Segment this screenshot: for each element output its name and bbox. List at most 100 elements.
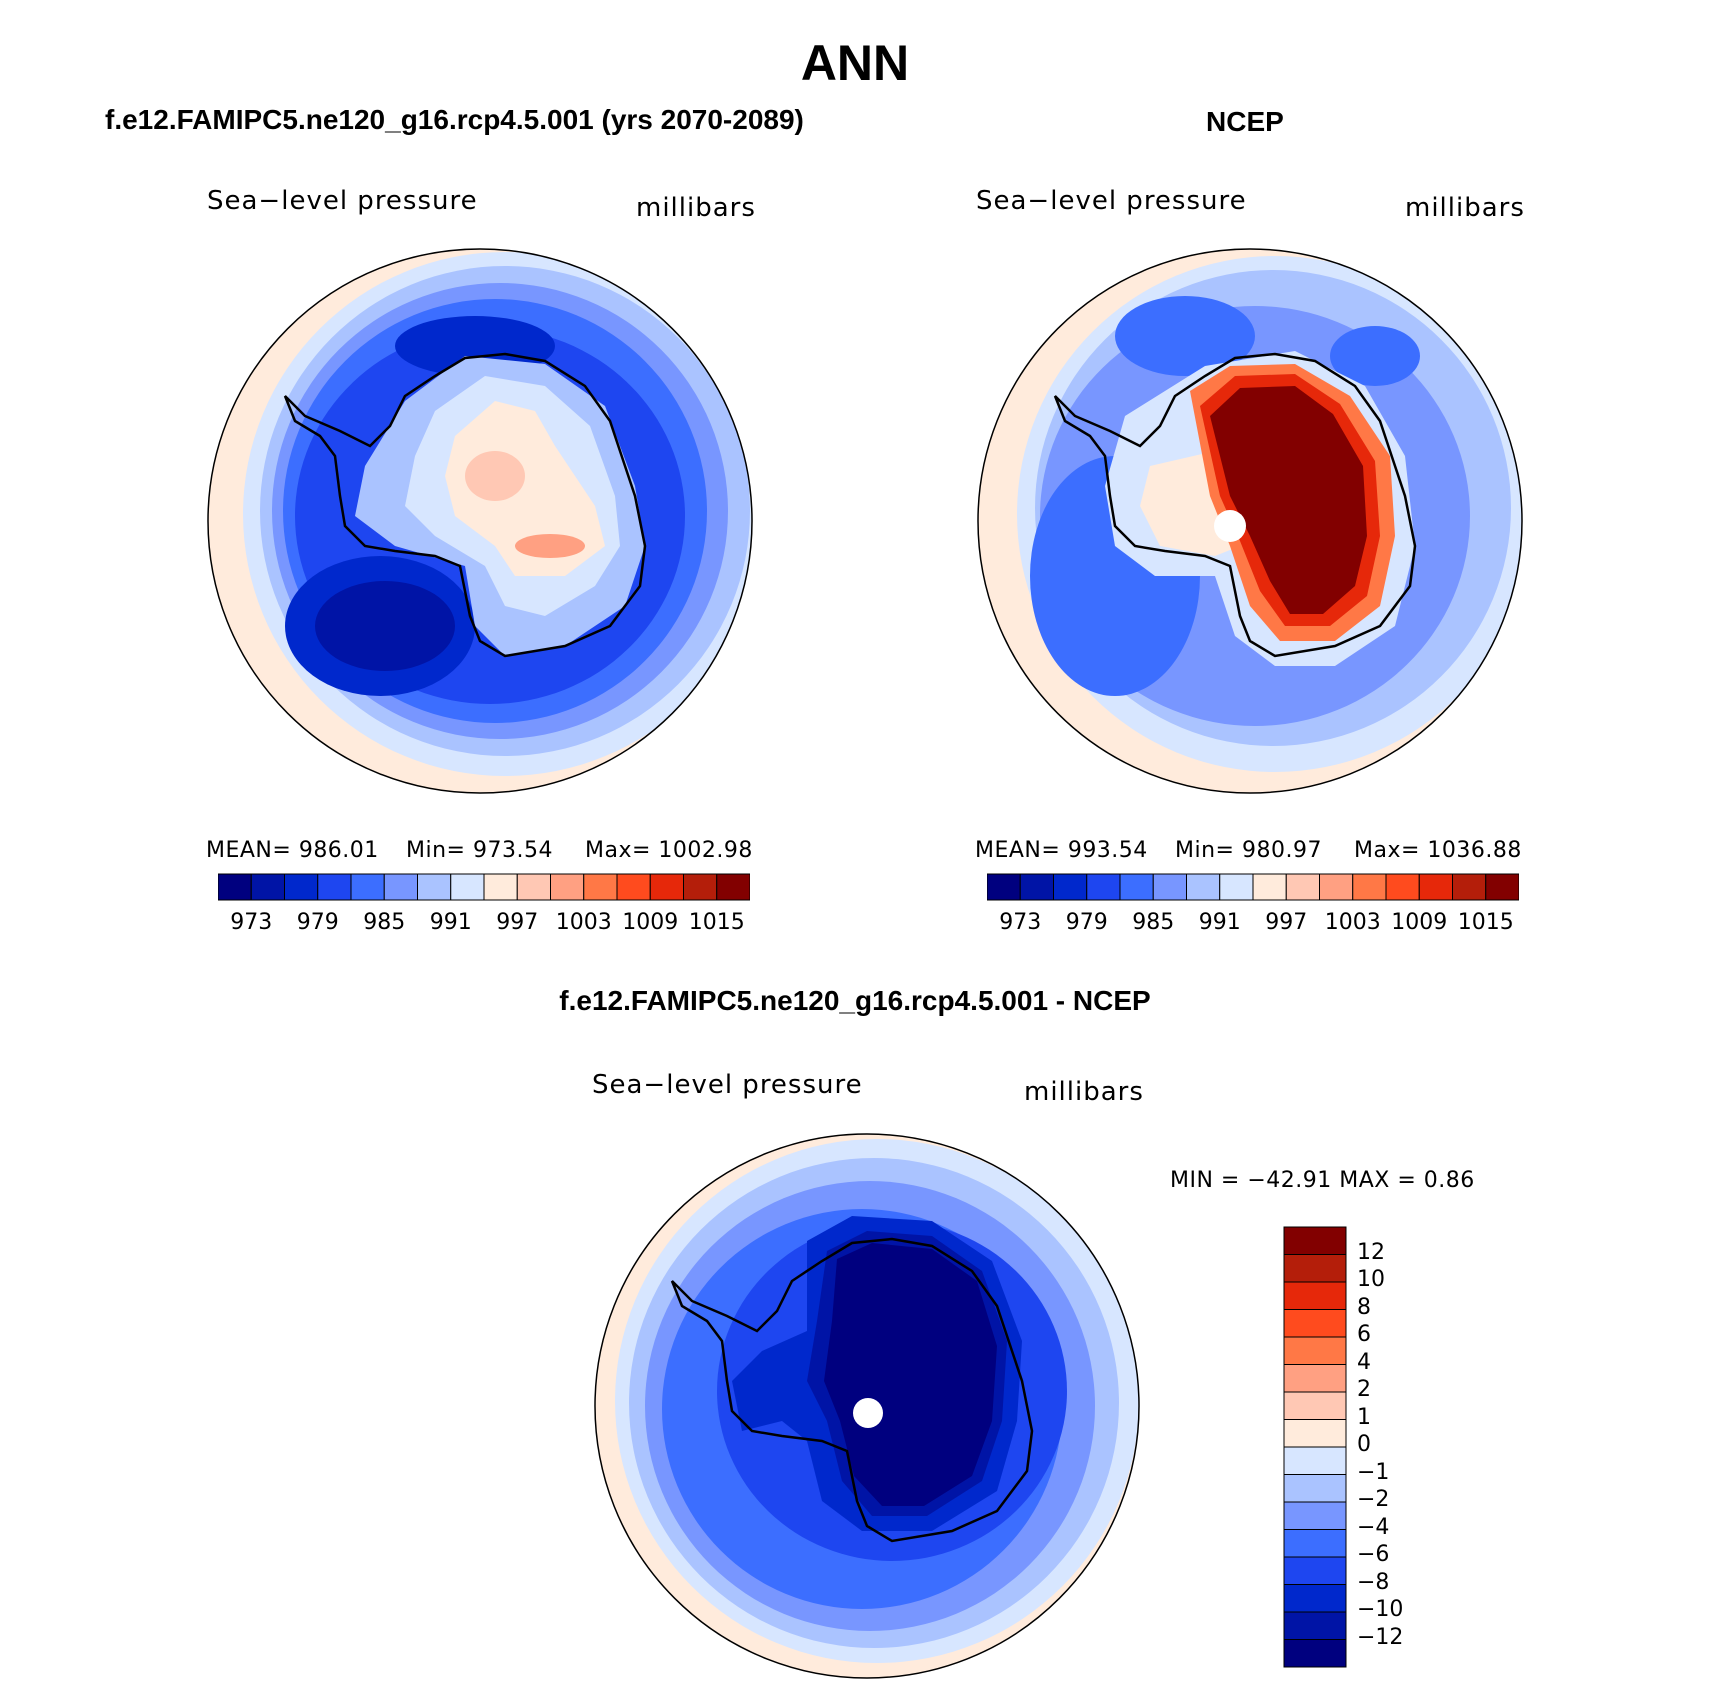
colorbar-swatch [1283, 1309, 1347, 1338]
colorbar-tick-label: 1 [1357, 1404, 1371, 1430]
colorbar-swatch [1418, 873, 1453, 901]
colorbar-swatch [483, 873, 518, 901]
colorbar-tick-label: −10 [1357, 1597, 1404, 1622]
colorbar-swatch [1283, 1391, 1347, 1420]
panel1-heading: f.e12.FAMIPC5.ne120_g16.rcp4.5.001 (yrs … [105, 104, 804, 135]
colorbar-tick-label: 973 [230, 910, 273, 935]
colorbar-swatch [987, 873, 1021, 901]
colorbar-swatch [417, 873, 452, 901]
colorbar-swatch [1283, 1336, 1347, 1365]
panel1-units-label: millibars [636, 193, 756, 223]
colorbar-tick-label: 1003 [1324, 910, 1381, 935]
colorbar-swatch [1152, 873, 1187, 901]
panel3-heading: f.e12.FAMIPC5.ne120_g16.rcp4.5.001 - NCE… [559, 985, 1151, 1016]
colorbar-swatch [1283, 1226, 1347, 1255]
colorbar-tick-label: 0 [1357, 1432, 1371, 1457]
colorbar-swatch [218, 873, 252, 901]
colorbar-tick-label: 2 [1357, 1377, 1371, 1402]
colorbar-tick-label: 979 [296, 910, 339, 935]
colorbar-swatch [1283, 1474, 1347, 1503]
colorbar-swatch [1053, 873, 1088, 901]
colorbar-swatch [1186, 873, 1221, 901]
colorbar-swatch [317, 873, 352, 901]
colorbar-swatch [649, 873, 684, 901]
colorbar-swatch [1352, 873, 1387, 901]
colorbar-swatch [250, 873, 285, 901]
colorbar-tick-label: 997 [496, 910, 539, 935]
figure-title: ANN [800, 35, 910, 91]
colorbar-swatch [284, 873, 319, 901]
colorbar-tick-label: 4 [1357, 1349, 1371, 1375]
colorbar-swatch [1319, 873, 1354, 901]
colorbar-swatch [716, 873, 750, 901]
colorbar-swatch [1283, 1529, 1347, 1558]
colorbar-tick-label: 10 [1357, 1267, 1385, 1292]
colorbar-swatch [516, 873, 551, 901]
colorbar-tick-label: 985 [1132, 910, 1175, 935]
colorbar-tick-label: 1015 [688, 910, 745, 935]
colorbar-tick-label: 991 [429, 910, 472, 935]
panel1-colorbar [218, 873, 750, 901]
panel2-heading: NCEP [1206, 106, 1284, 137]
panel2-min: Min= 980.97 [1175, 838, 1322, 863]
colorbar-swatch [616, 873, 651, 901]
colorbar-tick-label: 979 [1065, 910, 1108, 935]
colorbar-tick-label: 1015 [1457, 910, 1514, 935]
panel3-colorbar [1283, 1226, 1347, 1668]
colorbar-swatch [583, 873, 618, 901]
colorbar-swatch [1285, 873, 1320, 901]
panel3-min-max: MIN = −42.91 MAX = 0.86 [1170, 1168, 1475, 1193]
colorbar-swatch [1283, 1556, 1347, 1585]
colorbar-tick-label: 1009 [622, 910, 679, 935]
colorbar-swatch [683, 873, 718, 901]
colorbar-tick-label: −8 [1357, 1569, 1390, 1595]
colorbar-tick-label: 12 [1357, 1239, 1385, 1265]
panel2-polar-map [977, 248, 1523, 794]
colorbar-swatch [1283, 1419, 1347, 1448]
panel2-mean: MEAN= 993.54 [975, 838, 1148, 863]
colorbar-swatch [1283, 1254, 1347, 1283]
colorbar-tick-label: −2 [1357, 1487, 1390, 1512]
colorbar-swatch [1119, 873, 1154, 901]
colorbar-tick-label: 1009 [1391, 910, 1448, 935]
panel1-polar-map [207, 248, 753, 794]
panel1-max: Max= 1002.98 [585, 838, 753, 863]
colorbar-tick-label: 991 [1198, 910, 1241, 935]
panel2-colorbar [987, 873, 1519, 901]
colorbar-tick-label: −1 [1357, 1459, 1390, 1485]
colorbar-tick-label: −4 [1357, 1514, 1390, 1540]
colorbar-tick-label: −12 [1357, 1624, 1404, 1650]
colorbar-swatch [383, 873, 418, 901]
panel1-min: Min= 973.54 [406, 838, 553, 863]
colorbar-tick-label: 997 [1265, 910, 1308, 935]
panel3-units-label: millibars [1024, 1077, 1144, 1107]
panel2-max: Max= 1036.88 [1354, 838, 1522, 863]
panel2-units-label: millibars [1405, 193, 1525, 223]
panel3-polar-map [594, 1133, 1140, 1679]
colorbar-swatch [1252, 873, 1287, 901]
panel1-mean: MEAN= 986.01 [206, 838, 379, 863]
colorbar-tick-label: −6 [1357, 1542, 1390, 1567]
colorbar-swatch [1283, 1611, 1347, 1640]
colorbar-swatch [1385, 873, 1420, 901]
colorbar-tick-label: 985 [363, 910, 406, 935]
colorbar-tick-label: 973 [999, 910, 1042, 935]
panel1-variable-label: Sea−level pressure [207, 186, 478, 216]
colorbar-swatch [1219, 873, 1254, 901]
colorbar-swatch [1452, 873, 1487, 901]
colorbar-swatch [1283, 1584, 1347, 1613]
colorbar-tick-label: 8 [1357, 1294, 1371, 1320]
colorbar-swatch [450, 873, 485, 901]
colorbar-swatch [1283, 1364, 1347, 1393]
panel2-variable-label: Sea−level pressure [976, 186, 1247, 216]
colorbar-swatch [1283, 1281, 1347, 1310]
colorbar-tick-label: 1003 [555, 910, 612, 935]
panel3-variable-label: Sea−level pressure [592, 1070, 863, 1100]
colorbar-tick-label: 6 [1357, 1322, 1371, 1347]
colorbar-swatch [1283, 1446, 1347, 1475]
colorbar-swatch [1283, 1501, 1347, 1530]
colorbar-swatch [350, 873, 385, 901]
colorbar-swatch [1019, 873, 1054, 901]
colorbar-swatch [1485, 873, 1519, 901]
colorbar-swatch [1086, 873, 1121, 901]
